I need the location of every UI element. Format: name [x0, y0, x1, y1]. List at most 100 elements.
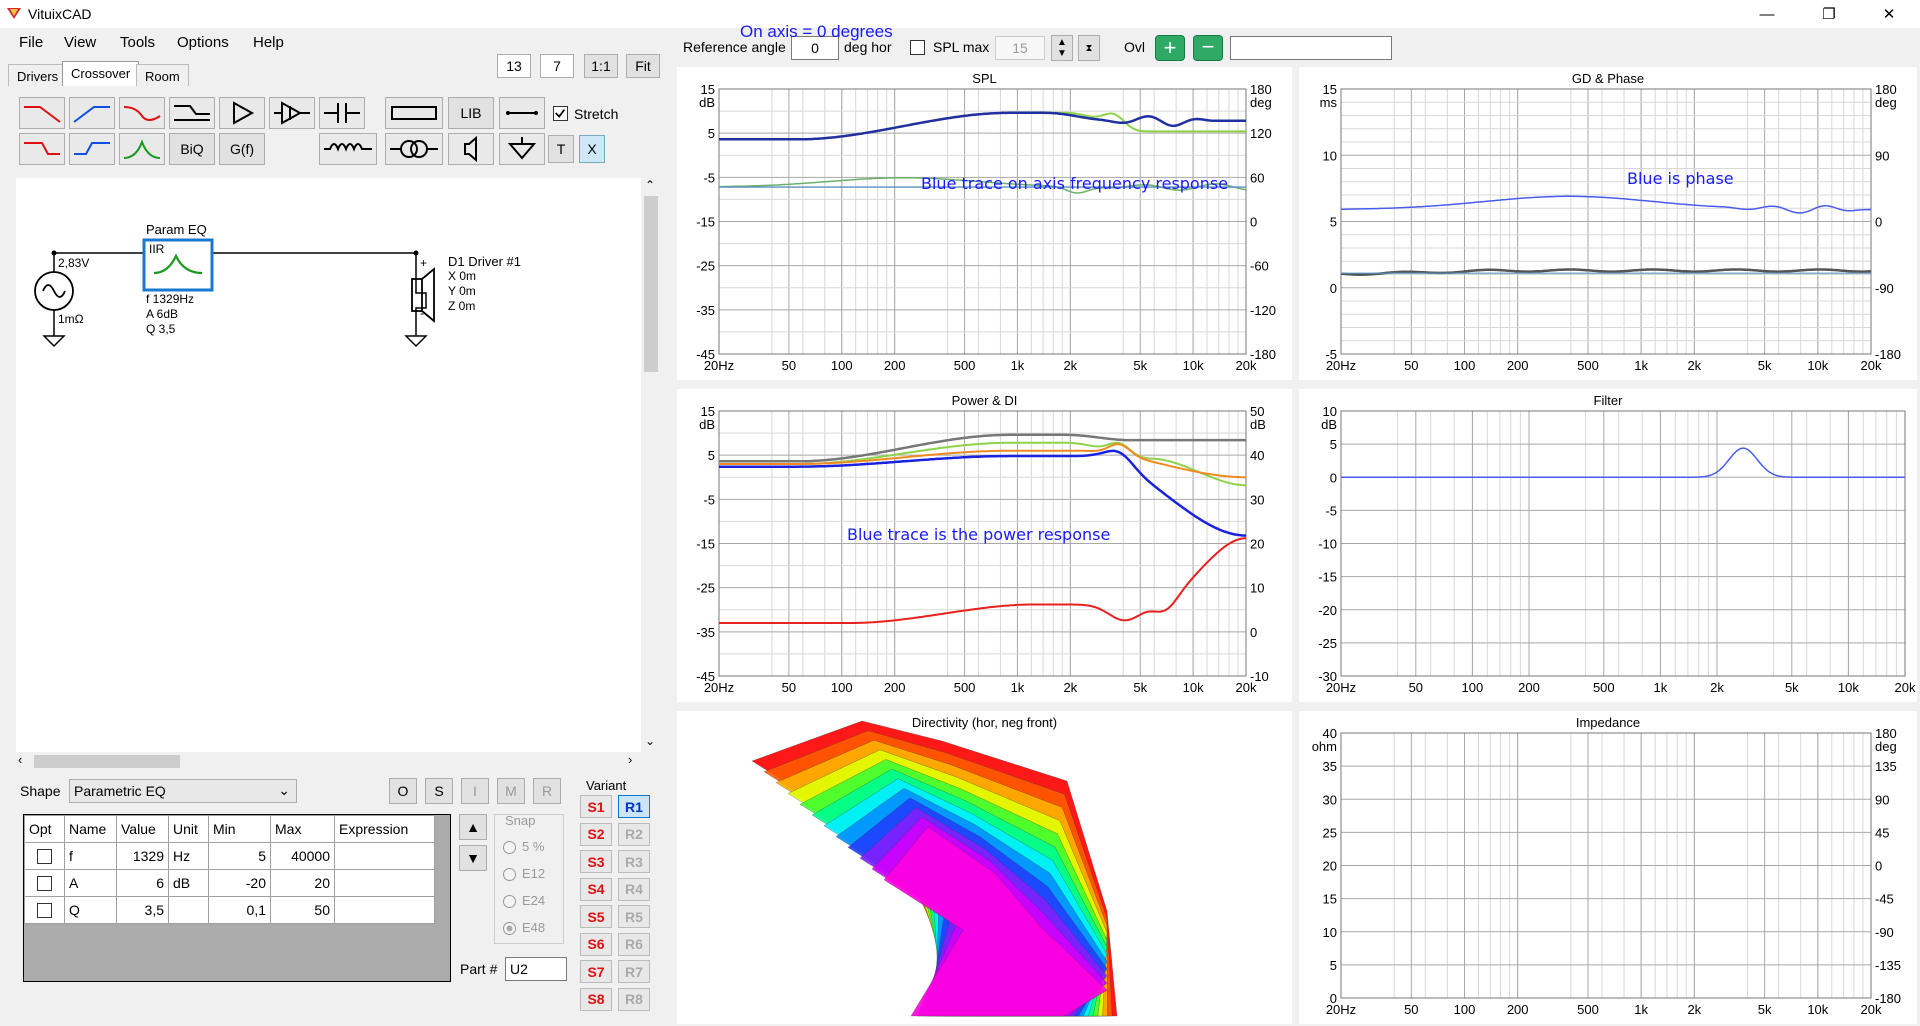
schematic-hscroll[interactable]: ‹ › [16, 752, 644, 770]
wire-button[interactable] [499, 97, 545, 129]
cell-min[interactable]: 5 [208, 842, 271, 870]
shape-s-button[interactable]: S [425, 778, 453, 804]
bandpass-green-button[interactable] [119, 133, 165, 165]
variant-s5-button[interactable]: S5 [580, 905, 612, 928]
shape-i-button[interactable]: I [461, 778, 489, 804]
vscroll-thumb[interactable] [644, 196, 658, 372]
zoom-1-1-button[interactable]: 1:1 [584, 54, 618, 78]
inductor-button[interactable] [319, 133, 377, 165]
notch-red-button[interactable] [119, 97, 165, 129]
table-row[interactable]: f 1329 Hz 5 40000 [24, 842, 435, 870]
cell-min[interactable]: 0,1 [208, 896, 271, 924]
scroll-right-icon[interactable]: › [628, 752, 633, 767]
shape-m-button[interactable]: M [497, 778, 525, 804]
variant-r5-button[interactable]: R5 [618, 905, 650, 928]
restore-button[interactable]: ❐ [1822, 6, 1836, 23]
highpass2-blue-button[interactable] [69, 133, 115, 165]
table-row[interactable]: Q 3,5 0,1 50 [24, 896, 435, 924]
menu-tools[interactable]: Tools [120, 34, 156, 51]
opt-q-checkbox[interactable] [37, 903, 52, 919]
variant-r6-button[interactable]: R6 [618, 932, 650, 956]
impedance-chart[interactable]: Impedance 40 35 30 25 20 15 10 5 0 ohm 180 135 90 45 0-… [1299, 711, 1917, 1024]
variant-r3-button[interactable]: R3 [618, 850, 650, 873]
move-down-button[interactable]: ▼ [459, 845, 487, 871]
resistor-button[interactable] [385, 97, 443, 129]
scroll-left-icon[interactable]: ‹ [18, 752, 23, 767]
menu-options[interactable]: Options [177, 34, 229, 51]
minimize-button[interactable]: — [1759, 5, 1775, 23]
opt-a-checkbox[interactable] [37, 876, 52, 892]
filter-chart[interactable]: Filter 10 5 0 -5 -10 -15 -20 -25 -30 dB 20Hz 50 100 20… [1299, 389, 1917, 702]
cell-expression[interactable] [334, 896, 435, 924]
add-overlay-button[interactable]: + [1155, 35, 1185, 61]
part-number-input[interactable]: U2 [505, 957, 567, 981]
opt-f-checkbox[interactable] [37, 849, 52, 865]
zoom-value-b[interactable]: 7 [540, 54, 574, 78]
cell-max[interactable]: 50 [270, 896, 335, 924]
schematic-canvas[interactable]: 2,83V 1mΩ Param EQ IIR f 1329Hz A 6dB Q … [16, 178, 644, 752]
power-di-chart[interactable]: Power & DI 15 5 -5 -15 -25 -35 -45 dB 50 40 30 20 10 0… [677, 389, 1292, 702]
gd-phase-chart[interactable]: GD & Phase 15 10 5 0 -5 ms 180 90 0 -90 -180 deg 20Hz… [1299, 67, 1917, 380]
driver-button[interactable] [448, 133, 494, 165]
overlay-name-input[interactable] [1230, 36, 1392, 60]
transfer-function-button[interactable]: G(f) [219, 133, 265, 165]
cell-value[interactable]: 3,5 [116, 896, 169, 924]
variant-s2-button[interactable]: S2 [580, 822, 612, 846]
scroll-up-icon[interactable]: ⌃ [645, 178, 656, 192]
shape-o-button[interactable]: O [389, 778, 417, 804]
close-button[interactable]: ✕ [1882, 6, 1896, 23]
lowpass2-red-button[interactable] [19, 133, 65, 165]
highpass-blue-button[interactable] [69, 97, 115, 129]
spl-max-input[interactable]: 15 [995, 36, 1045, 60]
delete-tool-button[interactable]: X [579, 135, 605, 163]
buffer-button[interactable] [269, 97, 315, 129]
zoom-value-a[interactable]: 13 [497, 54, 531, 78]
snap-opt-e12[interactable]: E12 [503, 866, 545, 882]
shape-select[interactable]: Parametric EQ ⌄ [69, 779, 297, 803]
snap-opt-e24[interactable]: E24 [503, 893, 545, 909]
tab-crossover[interactable]: Crossover [62, 61, 140, 86]
remove-overlay-button[interactable]: − [1193, 35, 1223, 61]
variant-s6-button[interactable]: S6 [580, 932, 612, 956]
scroll-down-icon[interactable]: ⌄ [645, 734, 656, 748]
move-up-button[interactable]: ▲ [459, 814, 487, 840]
cell-max[interactable]: 40000 [270, 842, 335, 870]
variant-s1-button[interactable]: S1 [580, 795, 612, 818]
cell-max[interactable]: 20 [270, 869, 335, 897]
tab-drivers[interactable]: Drivers [8, 64, 68, 86]
variant-r8-button[interactable]: R8 [618, 987, 650, 1011]
ground-button[interactable] [499, 133, 545, 165]
spl-chart[interactable]: SPL 15 5 -5 -15 -25 -35 -45 dB 180 120 60 0 -60 -120 -1… [677, 67, 1292, 380]
table-row[interactable]: A 6 dB -20 20 [24, 869, 435, 897]
spl-max-checkbox[interactable] [910, 40, 925, 55]
variant-r7-button[interactable]: R7 [618, 960, 650, 983]
transformer-button[interactable] [385, 133, 443, 165]
variant-s4-button[interactable]: S4 [580, 877, 612, 901]
variant-r4-button[interactable]: R4 [618, 877, 650, 901]
reference-angle-input[interactable]: 0 [791, 36, 839, 60]
snap-opt-5pct[interactable]: 5 % [503, 839, 544, 855]
shape-r-button[interactable]: R [533, 778, 561, 804]
text-tool-button[interactable]: T [548, 135, 574, 163]
variant-s7-button[interactable]: S7 [580, 960, 612, 983]
menu-help[interactable]: Help [253, 34, 284, 51]
cell-min[interactable]: -20 [208, 869, 271, 897]
spl-range-button[interactable]: ⧗ [1078, 35, 1100, 61]
menu-file[interactable]: File [19, 34, 44, 51]
capacitor-button[interactable] [319, 97, 365, 129]
variant-s8-button[interactable]: S8 [580, 987, 612, 1011]
cell-expression[interactable] [334, 842, 435, 870]
stretch-checkbox[interactable] [553, 106, 568, 121]
snap-opt-e48[interactable]: E48 [503, 920, 545, 936]
amplifier-button[interactable] [219, 97, 265, 129]
zoom-fit-button[interactable]: Fit [626, 54, 660, 78]
variant-s3-button[interactable]: S3 [580, 850, 612, 873]
cell-value[interactable]: 1329 [116, 842, 169, 870]
menu-view[interactable]: View [64, 34, 97, 51]
shelf-button[interactable] [169, 97, 215, 129]
cell-expression[interactable] [334, 869, 435, 897]
spl-stepper-button[interactable]: ▲ ▼ [1051, 35, 1073, 61]
biquad-button[interactable]: BiQ [169, 133, 215, 165]
variant-r2-button[interactable]: R2 [618, 822, 650, 846]
variant-r1-button[interactable]: R1 [618, 795, 650, 818]
